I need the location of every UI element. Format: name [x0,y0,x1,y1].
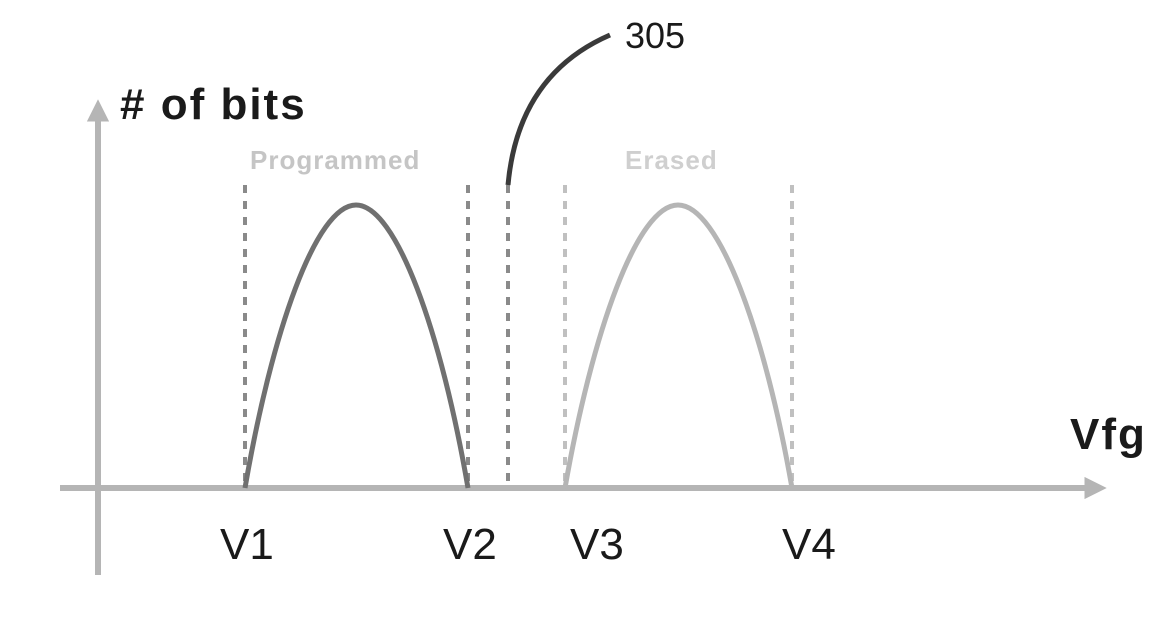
figure-root: # of bits Vfg Programmed Erased 305 V1 V… [0,0,1157,633]
erased-label: Erased [625,145,718,176]
tick-v3: V3 [570,520,624,570]
tick-v2: V2 [443,520,497,570]
x-axis-label: Vfg [1070,410,1147,460]
programmed-label: Programmed [250,145,420,176]
tick-v1: V1 [220,520,274,570]
callout-ref: 305 [625,15,685,57]
y-axis-label: # of bits [120,80,307,130]
tick-v4: V4 [782,520,836,570]
